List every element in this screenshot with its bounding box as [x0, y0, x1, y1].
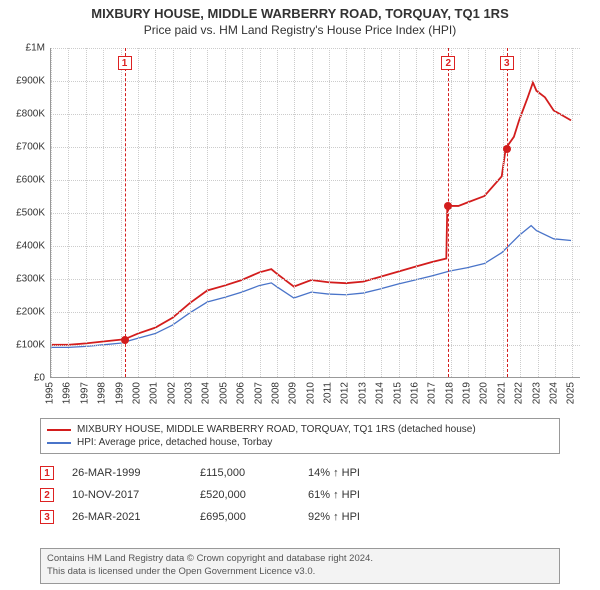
x-tick-label: 1996 [62, 382, 73, 404]
event-price-3: £695,000 [200, 511, 290, 523]
x-tick-label: 2003 [184, 382, 195, 404]
x-tick-label: 2001 [149, 382, 160, 404]
legend-item-red: MIXBURY HOUSE, MIDDLE WARBERRY ROAD, TOR… [47, 423, 553, 436]
x-tick-label: 2024 [548, 382, 559, 404]
event-price-1: £115,000 [200, 467, 290, 479]
y-tick-label: £0 [5, 373, 45, 384]
event-row-3: 3 26-MAR-2021 £695,000 92% ↑ HPI [40, 506, 560, 528]
chart-subtitle: Price paid vs. HM Land Registry's House … [0, 21, 600, 41]
y-tick-label: £800K [5, 109, 45, 120]
event-marker-box: 3 [500, 56, 514, 70]
y-tick-label: £200K [5, 307, 45, 318]
x-tick-label: 2017 [427, 382, 438, 404]
event-row-1: 1 26-MAR-1999 £115,000 14% ↑ HPI [40, 462, 560, 484]
x-tick-label: 1995 [45, 382, 56, 404]
x-tick-label: 2005 [218, 382, 229, 404]
x-tick-label: 2022 [514, 382, 525, 404]
event-price-2: £520,000 [200, 489, 290, 501]
events-table: 1 26-MAR-1999 £115,000 14% ↑ HPI 2 10-NO… [40, 462, 560, 528]
x-tick-label: 2023 [531, 382, 542, 404]
x-tick-label: 2018 [444, 382, 455, 404]
legend-swatch-red [47, 429, 71, 431]
attribution-footer: Contains HM Land Registry data © Crown c… [40, 548, 560, 584]
event-date-2: 10-NOV-2017 [72, 489, 182, 501]
x-tick-label: 2000 [131, 382, 142, 404]
x-tick-label: 2008 [270, 382, 281, 404]
legend: MIXBURY HOUSE, MIDDLE WARBERRY ROAD, TOR… [40, 418, 560, 454]
event-marker-2: 2 [40, 488, 54, 502]
x-tick-label: 2002 [166, 382, 177, 404]
legend-swatch-blue [47, 442, 71, 444]
y-tick-label: £700K [5, 142, 45, 153]
event-date-3: 26-MAR-2021 [72, 511, 182, 523]
y-tick-label: £500K [5, 208, 45, 219]
x-tick-label: 2011 [323, 382, 334, 404]
event-dot [121, 336, 129, 344]
y-tick-label: £400K [5, 241, 45, 252]
legend-label-red: MIXBURY HOUSE, MIDDLE WARBERRY ROAD, TOR… [77, 424, 476, 435]
event-hpi-3: 92% ↑ HPI [308, 511, 418, 523]
x-tick-label: 2006 [236, 382, 247, 404]
x-tick-label: 2010 [305, 382, 316, 404]
event-dot [503, 145, 511, 153]
event-marker-3: 3 [40, 510, 54, 524]
y-tick-label: £100K [5, 340, 45, 351]
event-marker-box: 1 [118, 56, 132, 70]
footer-line-1: Contains HM Land Registry data © Crown c… [47, 553, 553, 566]
x-tick-label: 2025 [566, 382, 577, 404]
legend-item-blue: HPI: Average price, detached house, Torb… [47, 436, 553, 449]
x-tick-label: 1997 [79, 382, 90, 404]
x-tick-label: 2021 [496, 382, 507, 404]
x-tick-label: 2014 [375, 382, 386, 404]
x-tick-label: 2016 [409, 382, 420, 404]
x-tick-label: 2009 [288, 382, 299, 404]
x-tick-label: 1999 [114, 382, 125, 404]
footer-line-2: This data is licensed under the Open Gov… [47, 566, 553, 579]
x-tick-label: 2020 [479, 382, 490, 404]
chart-title: MIXBURY HOUSE, MIDDLE WARBERRY ROAD, TOR… [0, 0, 600, 21]
x-tick-label: 2004 [201, 382, 212, 404]
x-tick-label: 1998 [97, 382, 108, 404]
event-date-1: 26-MAR-1999 [72, 467, 182, 479]
x-tick-label: 2012 [340, 382, 351, 404]
event-row-2: 2 10-NOV-2017 £520,000 61% ↑ HPI [40, 484, 560, 506]
x-tick-label: 2019 [462, 382, 473, 404]
x-tick-label: 2015 [392, 382, 403, 404]
legend-label-blue: HPI: Average price, detached house, Torb… [77, 437, 272, 448]
chart-container: MIXBURY HOUSE, MIDDLE WARBERRY ROAD, TOR… [0, 0, 600, 590]
plot-area: 1 2 3 [50, 48, 580, 378]
y-tick-label: £900K [5, 76, 45, 87]
event-dot [444, 202, 452, 210]
event-marker-1: 1 [40, 466, 54, 480]
event-hpi-1: 14% ↑ HPI [308, 467, 418, 479]
x-tick-label: 2007 [253, 382, 264, 404]
y-tick-label: £600K [5, 175, 45, 186]
y-tick-label: £1M [5, 43, 45, 54]
event-hpi-2: 61% ↑ HPI [308, 489, 418, 501]
x-tick-label: 2013 [357, 382, 368, 404]
y-tick-label: £300K [5, 274, 45, 285]
event-marker-box: 2 [441, 56, 455, 70]
